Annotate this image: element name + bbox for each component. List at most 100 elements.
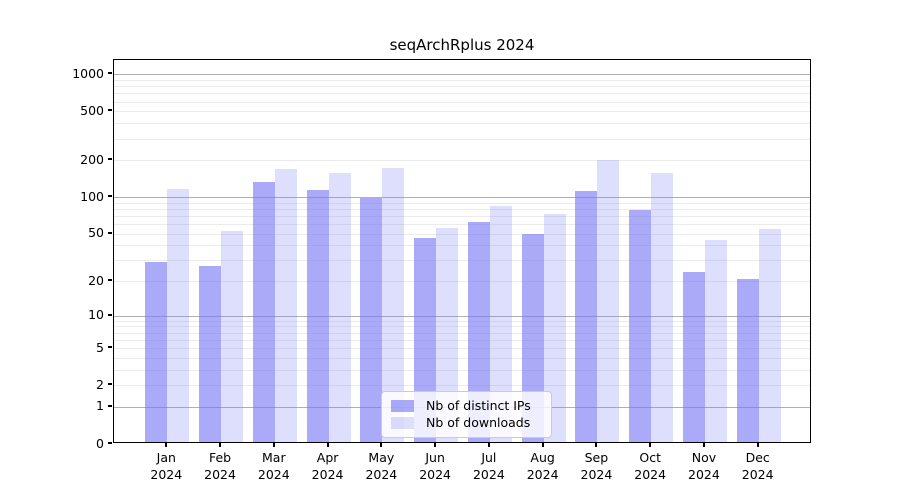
bar-downloads-nov xyxy=(704,239,727,442)
gridline-minor xyxy=(114,224,810,225)
x-tick-year: 2024 xyxy=(741,466,774,482)
y-tick-label: 50 xyxy=(88,225,104,241)
x-tick-mark xyxy=(756,443,759,447)
y-tick-mark xyxy=(108,195,112,198)
y-tick-mark xyxy=(108,404,112,407)
x-tick-month: Oct xyxy=(639,450,661,465)
bar-downloads-jan xyxy=(167,188,190,442)
gridline-minor xyxy=(114,348,810,350)
gridline-minor xyxy=(114,93,810,95)
bar-downloads-dec xyxy=(758,228,781,442)
gridline-minor xyxy=(114,245,810,247)
x-tick-label: Jun 2024 xyxy=(408,450,462,483)
x-tick-month: Jun xyxy=(425,450,445,465)
y-tick-label: 20 xyxy=(88,272,104,288)
bar-distinct-ips-jul xyxy=(467,222,490,442)
y-tick-mark xyxy=(108,442,112,444)
bar-distinct-ips-sep xyxy=(575,190,598,442)
x-tick-year: 2024 xyxy=(580,466,613,482)
x-tick-month: Apr xyxy=(316,450,339,465)
x-tick-month: Jan xyxy=(156,450,176,465)
bar-downloads-jul xyxy=(489,205,512,442)
x-tick-month: Aug xyxy=(530,450,555,465)
x-tick-month: May xyxy=(368,450,395,465)
x-tick-mark xyxy=(380,443,383,447)
x-tick-label: Dec 2024 xyxy=(731,450,785,483)
x-tick-label: Sep 2024 xyxy=(569,450,623,483)
bar-distinct-ips-nov xyxy=(682,271,705,442)
x-tick-mark xyxy=(487,443,490,447)
x-tick-mark xyxy=(326,443,329,447)
x-tick-year: 2024 xyxy=(526,466,559,482)
y-tick-mark xyxy=(108,313,112,316)
gridline-major xyxy=(114,197,810,199)
y-tick-label: 0 xyxy=(96,435,104,451)
x-tick-year: 2024 xyxy=(311,466,344,482)
gridline-minor xyxy=(114,123,810,125)
y-tick-label: 10 xyxy=(88,307,104,323)
x-tick-month: Dec xyxy=(745,450,770,465)
y-tick-mark xyxy=(108,109,112,112)
bar-distinct-ips-dec xyxy=(736,279,759,442)
y-tick-label: 1000 xyxy=(72,65,104,81)
y-tick-label: 500 xyxy=(80,102,104,118)
gridline-minor xyxy=(114,160,810,162)
x-tick-label: May 2024 xyxy=(354,450,408,483)
bar-distinct-ips-apr xyxy=(306,189,329,442)
gridline-minor xyxy=(114,281,810,283)
y-tick-label: 5 xyxy=(96,339,104,355)
bar-distinct-ips-feb xyxy=(199,265,222,442)
x-tick-year: 2024 xyxy=(419,466,452,482)
bar-distinct-ips-mar xyxy=(252,181,275,442)
y-tick-mark xyxy=(108,158,112,161)
legend-item-distinct-ips: Nb of distinct IPs xyxy=(391,397,542,414)
gridline-minor xyxy=(114,79,810,81)
x-tick-month: Jul xyxy=(481,450,497,465)
x-tick-mark xyxy=(649,443,652,447)
legend-label: Nb of downloads xyxy=(426,415,531,430)
gridline-major xyxy=(114,315,810,317)
x-tick-label: Oct 2024 xyxy=(623,450,677,483)
x-tick-label: Jul 2024 xyxy=(462,450,516,483)
y-tick-label: 1 xyxy=(96,398,104,414)
x-tick-year: 2024 xyxy=(150,466,183,482)
bar-distinct-ips-jan xyxy=(145,261,168,442)
y-tick-mark xyxy=(108,72,112,75)
x-tick-year: 2024 xyxy=(257,466,290,482)
x-tick-mark xyxy=(272,443,275,447)
y-tick-mark xyxy=(108,231,112,234)
gridline-minor xyxy=(114,138,810,140)
bar-downloads-may xyxy=(382,168,405,442)
x-tick-year: 2024 xyxy=(634,466,667,482)
bar-distinct-ips-aug xyxy=(521,233,544,442)
y-tick-mark xyxy=(108,279,112,282)
x-tick-mark xyxy=(434,443,437,447)
gridline-minor xyxy=(114,260,810,262)
x-tick-mark xyxy=(595,443,598,447)
plot-area xyxy=(113,59,811,443)
x-tick-mark xyxy=(219,443,222,447)
y-tick-label: 2 xyxy=(96,376,104,392)
bar-downloads-oct xyxy=(651,173,674,442)
gridline-major xyxy=(114,74,810,76)
x-tick-label: Aug 2024 xyxy=(516,450,570,483)
gridline-minor xyxy=(114,369,810,371)
gridline-minor xyxy=(114,208,810,210)
x-tick-year: 2024 xyxy=(472,466,505,482)
x-tick-mark xyxy=(702,443,705,447)
legend-swatch-distinct-ips xyxy=(391,399,414,412)
x-tick-year: 2024 xyxy=(688,466,720,482)
x-tick-label: Jan 2024 xyxy=(139,450,193,483)
gridline-minor xyxy=(114,332,810,334)
legend-label: Nb of distinct IPs xyxy=(426,398,531,413)
bar-downloads-sep xyxy=(597,159,620,442)
bar-downloads-mar xyxy=(274,169,297,442)
y-tick-label: 100 xyxy=(80,188,104,204)
bar-distinct-ips-oct xyxy=(629,209,652,442)
bar-downloads-aug xyxy=(543,213,566,442)
x-tick-month: Nov xyxy=(691,450,717,465)
bar-downloads-feb xyxy=(221,230,244,442)
x-tick-mark xyxy=(165,443,168,447)
x-tick-label: Mar 2024 xyxy=(247,450,301,483)
legend: Nb of distinct IPs Nb of downloads xyxy=(381,391,552,438)
